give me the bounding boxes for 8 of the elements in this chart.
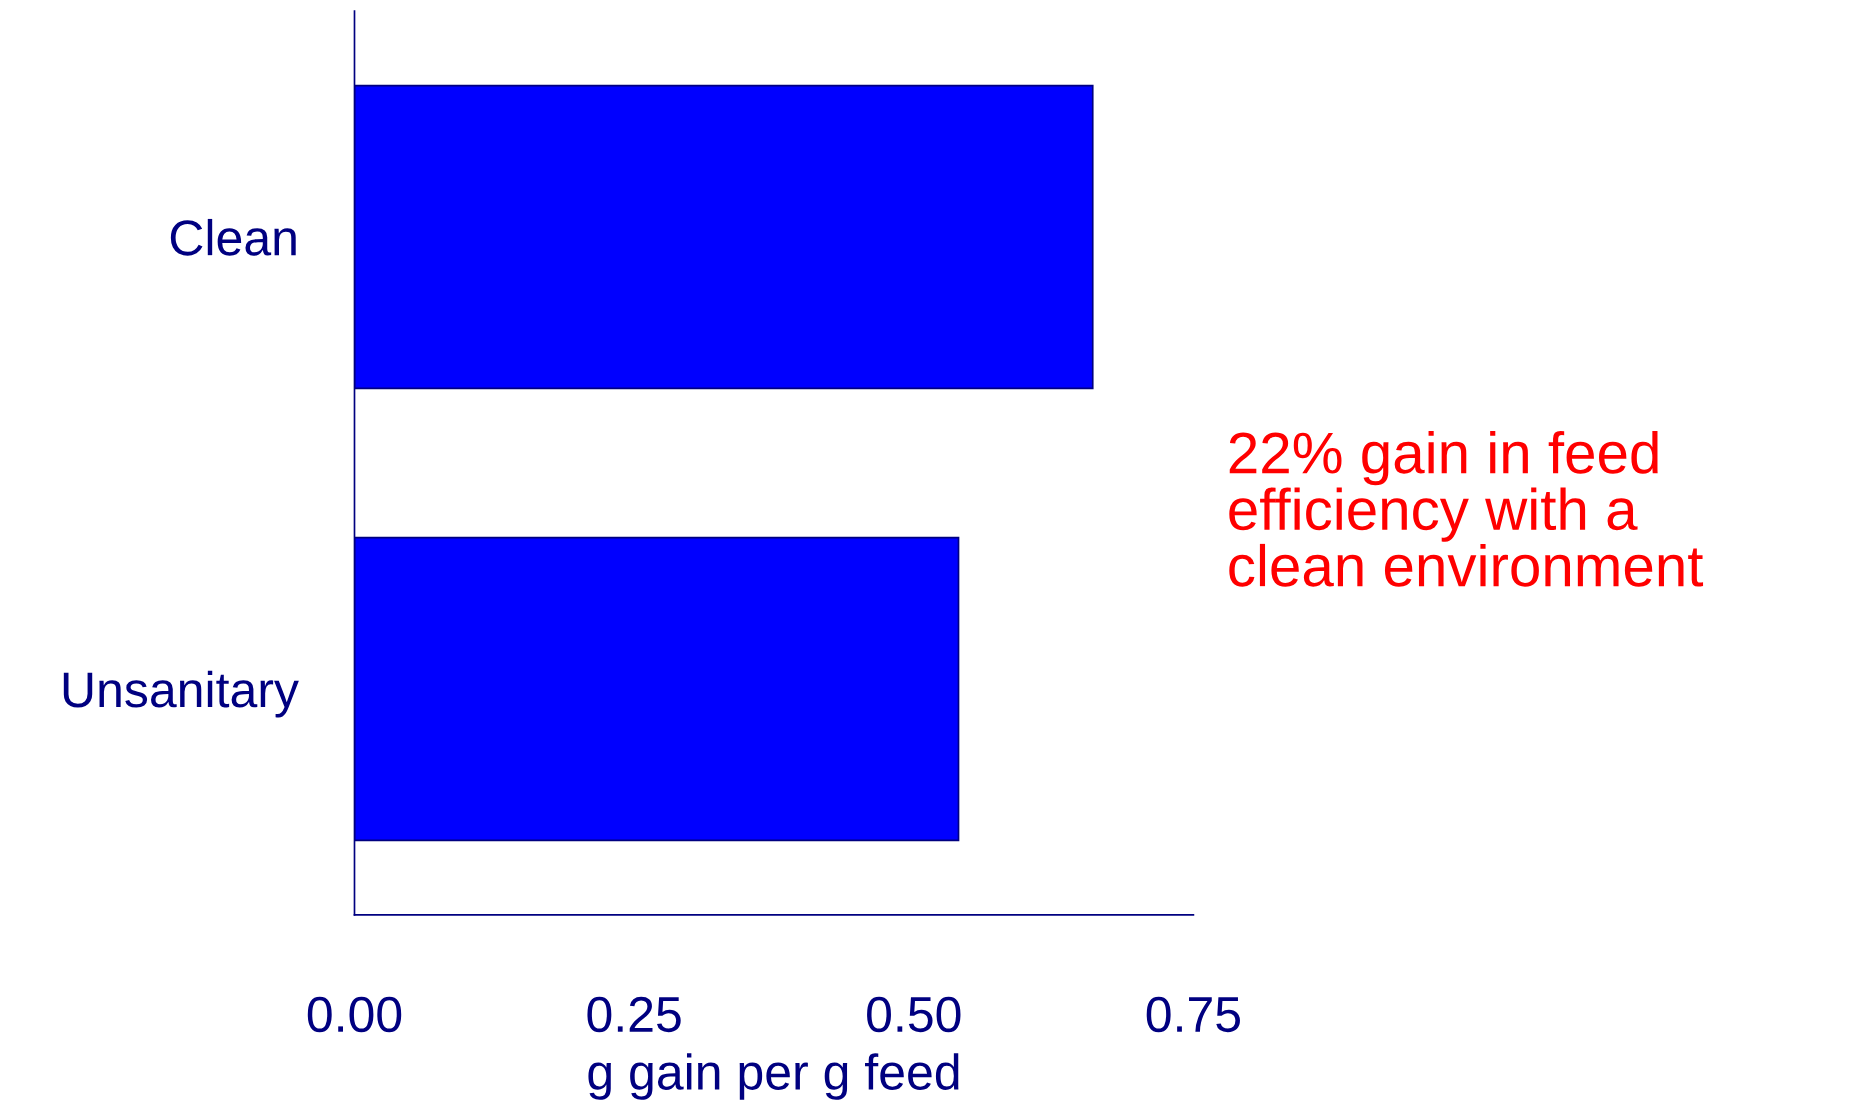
x-tick-label: 0.50: [867, 996, 961, 1033]
x-axis-title: g gain per g feed: [588, 1053, 959, 1100]
text: 22% gain in feed efficiency with a clean environment: [1229, 430, 1704, 587]
x-tick-label: 0.75: [1146, 996, 1240, 1033]
y-tick-label: Clean: [170, 218, 296, 256]
y-tick-label: Unsanitary: [63, 670, 299, 718]
x-tick-label: 0.00: [307, 996, 402, 1033]
x-tick-label: 0.25: [587, 996, 681, 1033]
